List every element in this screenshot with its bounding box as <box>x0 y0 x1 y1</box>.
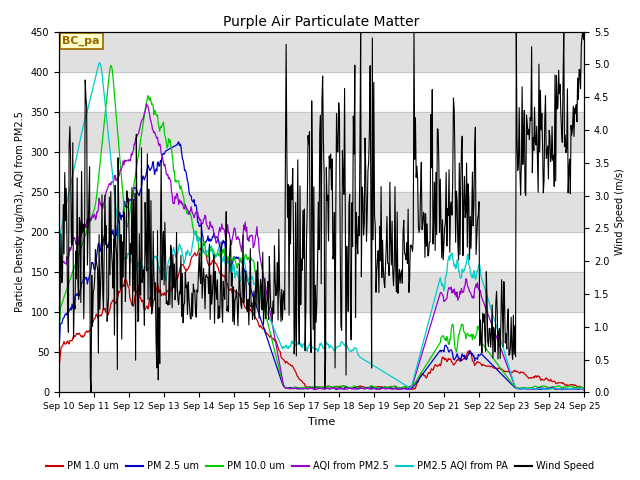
Text: BC_pa: BC_pa <box>63 36 100 46</box>
Bar <box>59 352 584 392</box>
Bar <box>59 272 584 312</box>
Title: Purple Air Particulate Matter: Purple Air Particulate Matter <box>223 15 420 29</box>
X-axis label: Time: Time <box>308 417 335 427</box>
Y-axis label: Wind Speed (m/s): Wind Speed (m/s) <box>615 168 625 255</box>
Bar <box>59 112 584 152</box>
Bar <box>59 192 584 232</box>
Bar <box>59 32 584 72</box>
Legend: PM 1.0 um, PM 2.5 um, PM 10.0 um, AQI from PM2.5, PM2.5 AQI from PA, Wind Speed: PM 1.0 um, PM 2.5 um, PM 10.0 um, AQI fr… <box>42 457 598 475</box>
Y-axis label: Particle Density (ug/m3), AQI from PM2.5: Particle Density (ug/m3), AQI from PM2.5 <box>15 111 25 312</box>
